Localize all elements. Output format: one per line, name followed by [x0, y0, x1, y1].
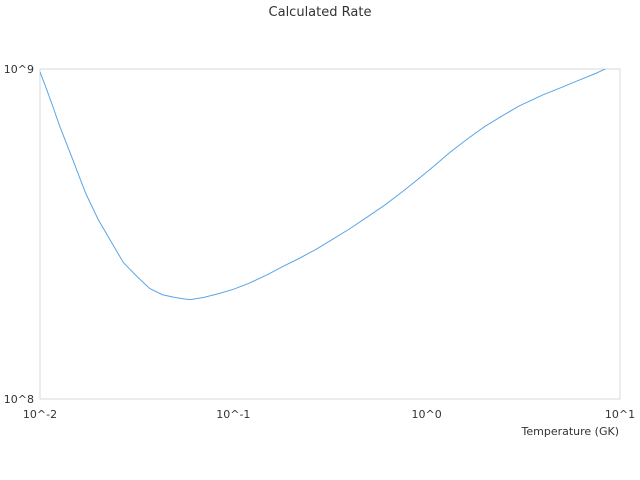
- plot-area: [39, 68, 621, 400]
- x-axis: 10^-2 10^-1 10^0 10^1: [23, 408, 635, 421]
- x-tick-label: 10^-1: [216, 408, 250, 421]
- x-tick-label: 10^0: [412, 408, 442, 421]
- x-axis-label: Temperature (GK): [521, 425, 620, 438]
- chart-title: Calculated Rate: [269, 5, 372, 20]
- series-line: [40, 69, 607, 301]
- x-tick-label: 10^1: [605, 408, 635, 421]
- y-tick-label: 10^8: [4, 393, 34, 406]
- y-axis: 10^9 10^8: [4, 63, 34, 406]
- x-tick-label: 10^-2: [23, 408, 57, 421]
- series-layer: [40, 69, 607, 301]
- y-tick-label: 10^9: [4, 63, 34, 76]
